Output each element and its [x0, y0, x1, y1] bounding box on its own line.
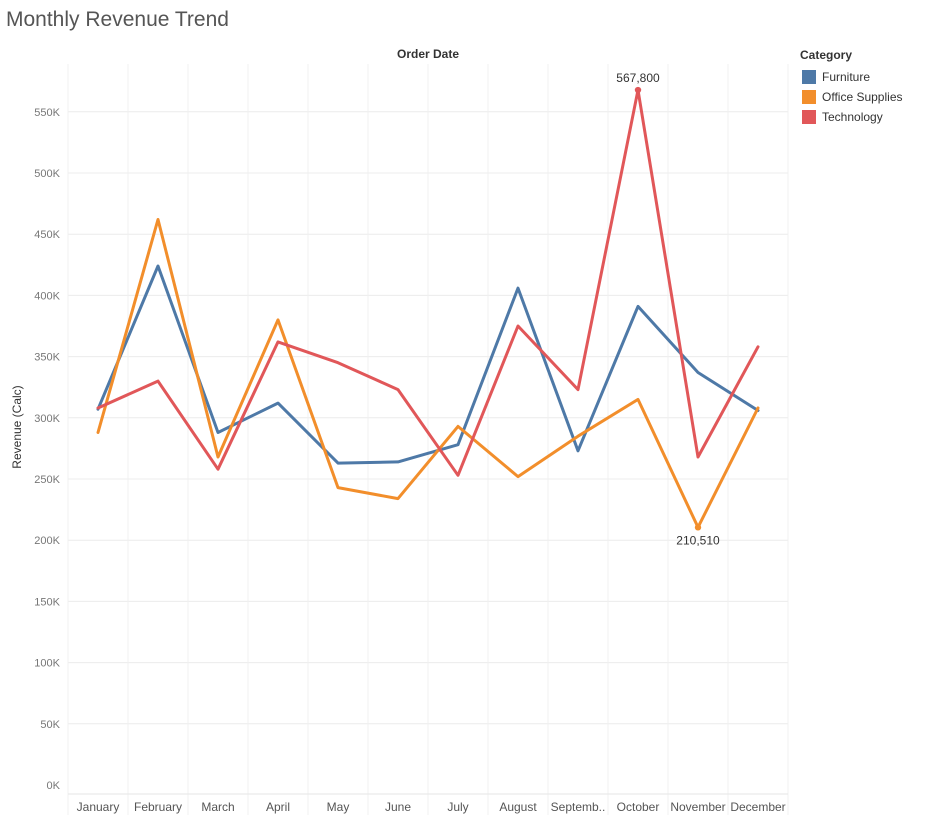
- data-point-furniture[interactable]: [156, 264, 160, 268]
- x-tick-label: May: [327, 800, 350, 814]
- annotation-marker[interactable]: [634, 86, 642, 94]
- annotation-label: 210,510: [676, 533, 720, 547]
- legend-title: Category: [800, 48, 853, 62]
- data-point-furniture[interactable]: [336, 461, 340, 465]
- data-point-furniture[interactable]: [696, 371, 700, 375]
- x-tick-label: December: [730, 800, 785, 814]
- y-tick-label: 500K: [34, 168, 60, 180]
- legend-label: Office Supplies: [822, 90, 903, 104]
- annotation-marker[interactable]: [694, 524, 702, 531]
- y-tick-label: 400K: [34, 290, 60, 302]
- x-axis-ticks: January February March April May June July Augu…: [77, 800, 786, 814]
- data-point-technology[interactable]: [156, 379, 160, 383]
- series-line-office-supplies[interactable]: [96, 218, 760, 529]
- series-line-technology[interactable]: [96, 88, 760, 477]
- y-tick-label: 550K: [34, 107, 60, 119]
- data-point-office-supplies[interactable]: [156, 218, 160, 222]
- data-point-office-supplies[interactable]: [456, 424, 460, 428]
- data-point-furniture[interactable]: [276, 401, 280, 405]
- data-point-furniture[interactable]: [576, 449, 580, 453]
- data-point-technology[interactable]: [276, 340, 280, 344]
- data-point-furniture[interactable]: [396, 460, 400, 464]
- x-tick-label: Septemb..: [551, 800, 606, 814]
- y-tick-label: 100K: [34, 658, 60, 670]
- data-point-technology[interactable]: [696, 455, 700, 459]
- x-tick-label: October: [617, 800, 660, 814]
- x-tick-label: March: [201, 800, 234, 814]
- y-tick-label: 150K: [34, 596, 60, 608]
- x-tick-label: August: [499, 800, 537, 814]
- data-point-furniture[interactable]: [456, 443, 460, 447]
- x-tick-label: June: [385, 800, 411, 814]
- data-point-office-supplies[interactable]: [216, 455, 220, 459]
- annotations: 567,800 210,510: [616, 71, 720, 547]
- data-point-office-supplies[interactable]: [96, 430, 100, 434]
- data-point-office-supplies[interactable]: [336, 486, 340, 490]
- data-point-technology[interactable]: [336, 361, 340, 365]
- x-tick-label: January: [77, 800, 120, 814]
- legend-label: Technology: [822, 110, 883, 124]
- y-tick-label: 350K: [34, 352, 60, 364]
- y-tick-label: 300K: [34, 413, 60, 425]
- y-tick-label: 200K: [34, 535, 60, 547]
- y-tick-label: 0K: [47, 780, 61, 792]
- data-point-furniture[interactable]: [516, 286, 520, 290]
- data-point-technology[interactable]: [216, 467, 220, 471]
- x-tick-label: April: [266, 800, 290, 814]
- data-point-office-supplies[interactable]: [756, 406, 760, 410]
- axis-lines: [67, 64, 789, 815]
- data-point-technology[interactable]: [576, 388, 580, 392]
- series-line-furniture[interactable]: [96, 264, 760, 465]
- data-point-furniture[interactable]: [216, 430, 220, 434]
- data-point-technology[interactable]: [396, 388, 400, 392]
- chart-title: Monthly Revenue Trend: [6, 8, 229, 31]
- legend-item-technology[interactable]: Technology: [800, 107, 932, 127]
- x-axis-title: Order Date: [397, 47, 459, 61]
- data-point-office-supplies[interactable]: [516, 475, 520, 479]
- legend-swatch-office-supplies: [802, 90, 816, 104]
- legend-swatch-furniture: [802, 70, 816, 84]
- y-tick-label: 50K: [40, 719, 60, 731]
- legend: Category Furniture Office Supplies Techn…: [800, 48, 932, 127]
- data-point-office-supplies[interactable]: [636, 397, 640, 401]
- data-point-office-supplies[interactable]: [576, 434, 580, 438]
- data-point-office-supplies[interactable]: [276, 318, 280, 322]
- legend-item-furniture[interactable]: Furniture: [800, 67, 932, 87]
- data-point-technology[interactable]: [456, 473, 460, 477]
- y-tick-label: 250K: [34, 474, 60, 486]
- annotation-label: 567,800: [616, 71, 660, 85]
- x-tick-label: February: [134, 800, 182, 814]
- x-tick-label: July: [447, 800, 468, 814]
- legend-item-office-supplies[interactable]: Office Supplies: [800, 87, 932, 107]
- y-axis-title: Revenue (Calc): [10, 385, 24, 468]
- data-point-technology[interactable]: [516, 324, 520, 328]
- series-lines: [96, 88, 760, 529]
- x-tick-label: November: [670, 800, 725, 814]
- data-point-technology[interactable]: [96, 406, 100, 410]
- data-point-technology[interactable]: [756, 345, 760, 349]
- legend-label: Furniture: [822, 70, 871, 84]
- y-axis-ticks: 0K 50K 100K 150K 200K 250K 300K 350K 400K 450K 500…: [34, 107, 60, 792]
- legend-swatch-technology: [802, 110, 816, 124]
- data-point-office-supplies[interactable]: [396, 497, 400, 501]
- data-point-furniture[interactable]: [636, 304, 640, 308]
- y-tick-label: 450K: [34, 229, 60, 241]
